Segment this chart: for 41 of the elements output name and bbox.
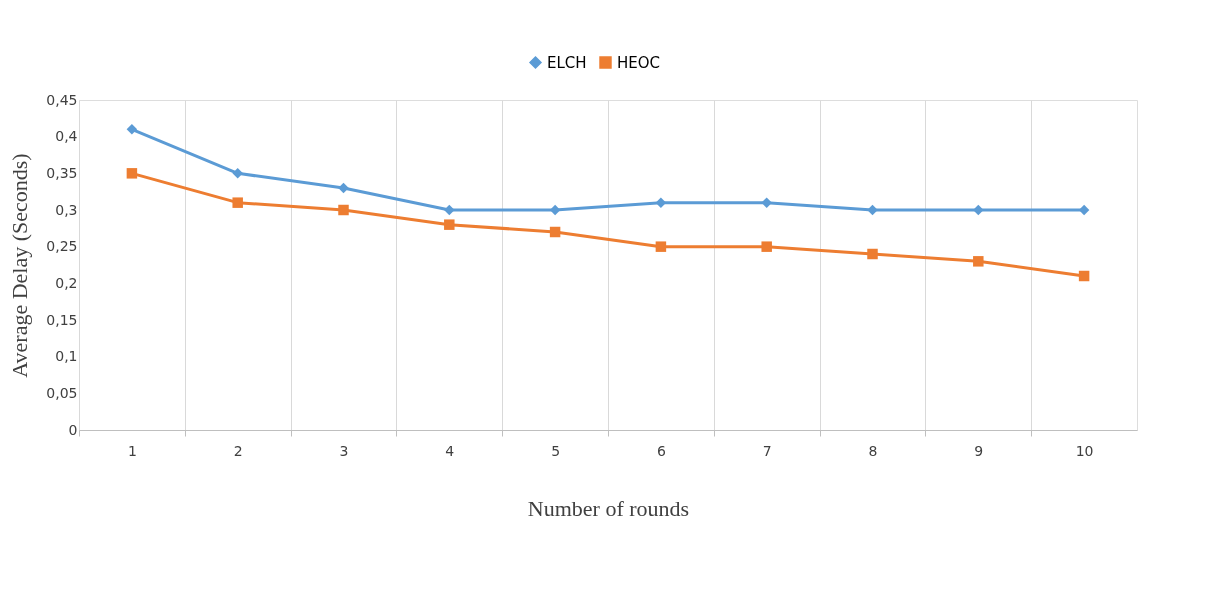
y-tick-label: 0,35 [46, 164, 78, 181]
x-tick-label: 5 [551, 442, 561, 459]
point [444, 204, 455, 216]
point [761, 197, 772, 208]
y-tick-label: 0,3 [55, 201, 78, 218]
point [338, 182, 349, 194]
point [973, 204, 984, 216]
legend-label: HEOC [617, 53, 661, 72]
x-tick-label: 3 [339, 442, 349, 459]
x-tick-label: 2 [233, 442, 243, 459]
point [655, 241, 667, 252]
legend-label: ELCH [547, 53, 587, 72]
x-tick-label: 6 [656, 442, 666, 459]
point [444, 219, 455, 230]
point [549, 226, 561, 238]
y-tick-label: 0,25 [46, 238, 78, 255]
y-tick-label: 0,15 [46, 311, 78, 328]
point [867, 248, 878, 260]
y-tick-label: 0,05 [46, 384, 78, 401]
x-tick-label: 7 [762, 442, 772, 459]
y-tick-label: 0,4 [55, 128, 78, 145]
y-tick-label: 0,45 [46, 91, 78, 108]
point [126, 124, 138, 135]
point [126, 168, 138, 179]
point [761, 241, 772, 252]
point [1078, 270, 1090, 282]
point [232, 197, 243, 208]
x-axis-title: Number of rounds [527, 495, 690, 521]
x-tick-label: 8 [868, 442, 878, 459]
point [973, 256, 984, 267]
point [232, 168, 243, 179]
x-tick-label: 10 [1075, 442, 1094, 459]
point [338, 204, 349, 216]
y-axis-title: Average Delay (Seconds) [7, 153, 33, 378]
y-tick-label: 0 [68, 421, 78, 438]
point [867, 204, 878, 216]
x-tick-label: 1 [127, 442, 137, 459]
y-tick-label: 0,2 [55, 274, 78, 291]
x-tick-label: 4 [445, 442, 455, 459]
x-tick-label: 9 [974, 442, 984, 459]
y-tick-label: 0,1 [55, 348, 78, 365]
